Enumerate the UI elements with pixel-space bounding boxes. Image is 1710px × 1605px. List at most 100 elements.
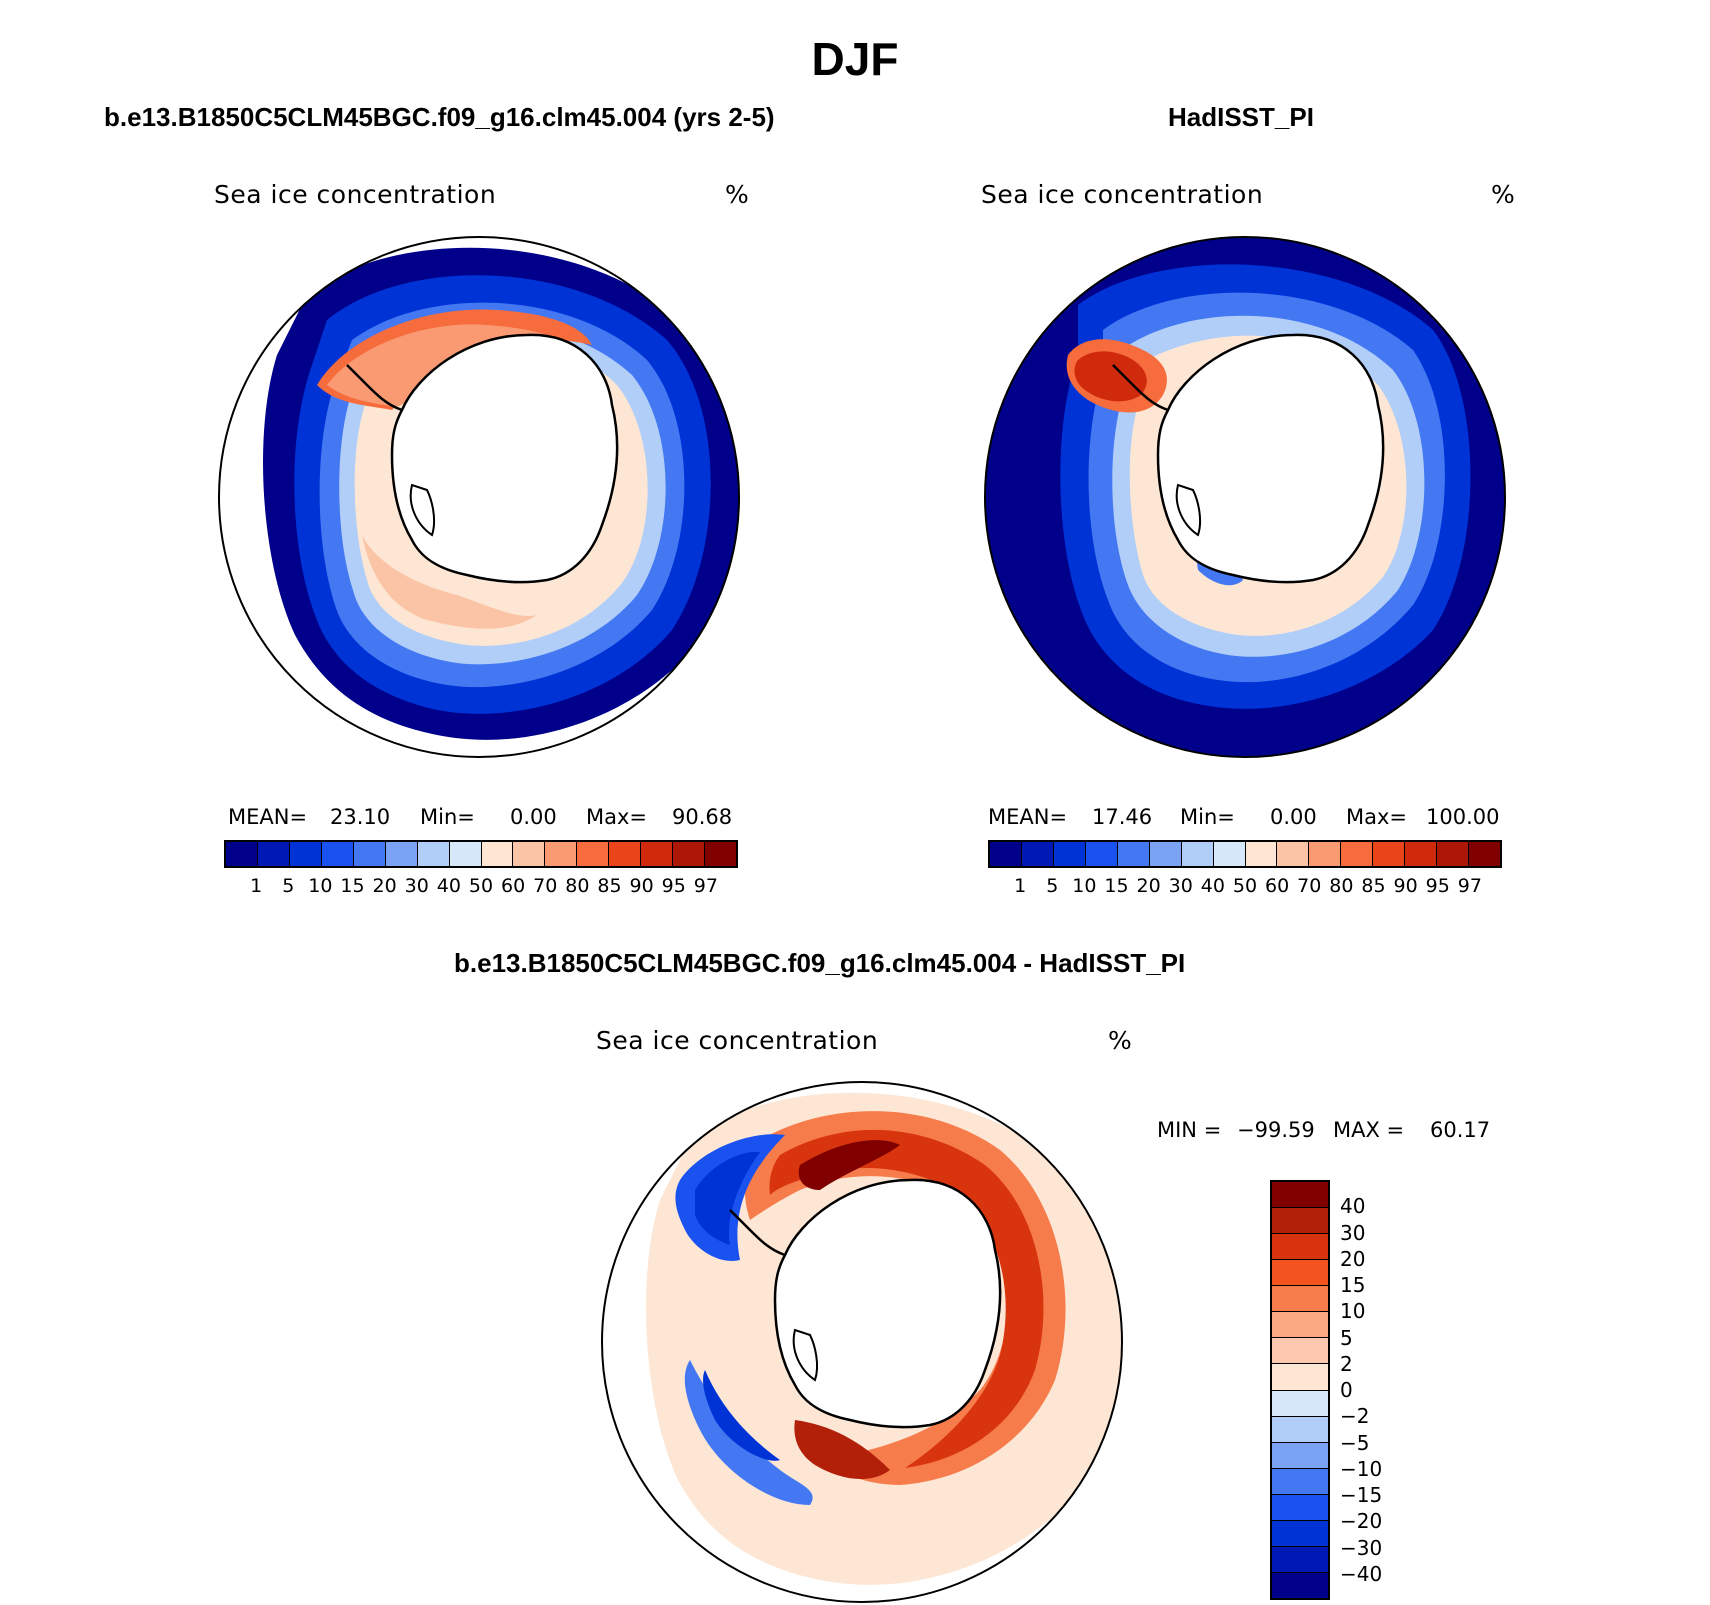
panel-1-colorbar-tick-label: 1 [250,875,263,897]
panel-2-colorbar-tick-label: 70 [1297,875,1322,897]
panel-1-colorbar-swatch [672,842,705,866]
panel-3-colorbar-swatch [1272,1493,1328,1520]
panel-1-colorbar-swatch [512,842,545,866]
panel-3-colorbar-swatch [1272,1363,1328,1390]
panel-3-colorbar-tick-label: 10 [1340,1299,1366,1324]
panel-2-colorbar-tick-label: 50 [1232,875,1258,897]
panel-2-map [984,236,1506,758]
panel-3-colorbar-tick-label: −40 [1340,1561,1383,1586]
panel-2-colorbar-tick-label: 80 [1329,875,1354,897]
panel-1-colorbar-swatch [226,842,257,866]
panel-3-colorbar-swatch [1272,1207,1328,1234]
panel-3-colorbar-tick-label: −30 [1340,1535,1383,1560]
panel-2-colorbar-swatch [1468,842,1500,866]
panel-3-min-value: −99.59 [1237,1118,1315,1142]
panel-1-colorbar-tick-label: 50 [468,875,494,897]
panel-2-colorbar-tick-label: 60 [1265,875,1290,897]
panel-1-colorbar-swatch [608,842,641,866]
panel-2-colorbar-tick-label: 97 [1457,875,1482,897]
panel-2-colorbar-ticks: 1 5 10 15 20 30 40 50 60 70 80 85 90 95 97 [988,875,1502,901]
panel-3-colorbar-tick-label: 30 [1340,1220,1366,1245]
panel-1-colorbar-swatch [320,842,353,866]
panel-2-max-value: 100.00 [1426,805,1500,829]
panel-3-colorbar-tick-label: 20 [1340,1246,1366,1271]
panel-3-colorbar-swatch [1272,1545,1328,1572]
panel-2-colorbar-swatch [1436,842,1469,866]
panel-3-min-label: MIN = [1157,1118,1222,1142]
panel-2-colorbar-tick-label: 95 [1425,875,1450,897]
panel-1-colorbar-swatch [256,842,289,866]
panel-1-colorbar-tick-label: 70 [533,875,558,897]
panel-2-title: HadISST_PI [1168,102,1314,132]
panel-1-colorbar-tick-label: 80 [565,875,590,897]
panel-1-colorbar-tick-label: 20 [372,875,397,897]
panel-1-max-label: Max= [586,805,648,829]
panel-2-colorbar-swatch [1212,842,1245,866]
panel-2-colorbar-tick-label: 90 [1393,875,1418,897]
panel-1-colorbar-swatch [416,842,449,866]
panel-3-colorbar [1270,1180,1330,1600]
panel-1-mean-value: 23.10 [330,805,391,829]
panel-3-colorbar-ticks: 40 30 20 15 10 5 2 0 −2 −5 −10 −15 −20 −30 −40 [1340,1180,1400,1600]
panel-3-colorbar-tick-label: 2 [1340,1351,1353,1376]
panel-3-colorbar-swatch [1272,1571,1328,1598]
panel-2-colorbar-swatch [1052,842,1085,866]
panel-3-colorbar-tick-label: 40 [1340,1194,1366,1219]
panel-1-map [218,236,740,758]
panel-1-colorbar [224,840,738,868]
panel-2-colorbar-tick-label: 10 [1072,875,1097,897]
panel-1-min-value: 0.00 [510,805,557,829]
panel-1-colorbar-tick-label: 10 [308,875,333,897]
panel-1-colorbar-swatch [288,842,321,866]
panel-3-colorbar-tick-label: 0 [1340,1378,1353,1402]
panel-1-colorbar-ticks: 1 5 10 15 20 30 40 50 60 70 80 85 90 95 97 [224,875,738,901]
panel-1-units: % [725,180,750,209]
panel-3-colorbar-swatch [1272,1285,1328,1312]
panel-2-colorbar-swatch [1404,842,1437,866]
panel-2-min-value: 0.00 [1270,805,1317,829]
panel-2-colorbar-swatch [1244,842,1277,866]
panel-2-colorbar-tick-label: 1 [1014,875,1027,897]
panel-2-colorbar-swatch [1020,842,1053,866]
panel-3-colorbar-tick-label: −5 [1340,1430,1370,1455]
panel-2-colorbar-swatch [1180,842,1213,866]
panel-3-title: b.e13.B1850C5CLM45BGC.f09_g16.clm45.004 … [454,948,1186,978]
panel-2-units: % [1491,180,1516,209]
panel-2-colorbar-tick-label: 5 [1046,875,1059,897]
panel-1-colorbar-swatch [640,842,673,866]
figure-title: DJF [811,33,899,85]
panel-3-colorbar-swatch [1272,1467,1328,1494]
panel-3-colorbar-swatch [1272,1519,1328,1546]
panel-3-colorbar-swatch [1272,1259,1328,1286]
panel-3-variable: Sea ice concentration [596,1026,879,1055]
panel-2-mean-label: MEAN= [988,805,1068,829]
panel-3-colorbar-swatch [1272,1389,1328,1416]
panel-1-colorbar-swatch [544,842,577,866]
panel-3-colorbar-swatch [1272,1337,1328,1364]
panel-1-colorbar-swatch [704,842,736,866]
panel-1-max-value: 90.68 [672,805,733,829]
panel-3-colorbar-tick-label: −10 [1340,1456,1383,1481]
panel-1-title: b.e13.B1850C5CLM45BGC.f09_g16.clm45.004 … [104,102,775,132]
panel-2-colorbar-tick-label: 85 [1361,875,1386,897]
panel-1-colorbar-swatch [576,842,609,866]
panel-1-variable: Sea ice concentration [214,180,497,209]
panel-2-min-label: Min= [1180,805,1235,829]
panel-2-colorbar-swatch [990,842,1021,866]
panel-3-colorbar-tick-label: 15 [1340,1273,1366,1297]
panel-1-colorbar-swatch [448,842,481,866]
panel-1-colorbar-tick-label: 95 [661,875,686,897]
panel-3-units: % [1108,1026,1133,1055]
panel-1-colorbar-tick-label: 85 [597,875,622,897]
panel-2-colorbar-swatch [1372,842,1405,866]
panel-3-colorbar-swatch [1272,1441,1328,1468]
panel-1-mean-label: MEAN= [228,805,308,829]
panel-3-colorbar-swatch [1272,1311,1328,1338]
panel-2-colorbar-swatch [1116,842,1149,866]
panel-1-colorbar-tick-label: 30 [404,875,429,897]
panel-3-max-value: 60.17 [1430,1118,1491,1142]
panel-3-colorbar-tick-label: −2 [1340,1404,1370,1429]
panel-3-colorbar-tick-label: −20 [1340,1509,1383,1534]
panel-2-colorbar-tick-label: 15 [1104,875,1129,897]
panel-1-colorbar-swatch [480,842,513,866]
